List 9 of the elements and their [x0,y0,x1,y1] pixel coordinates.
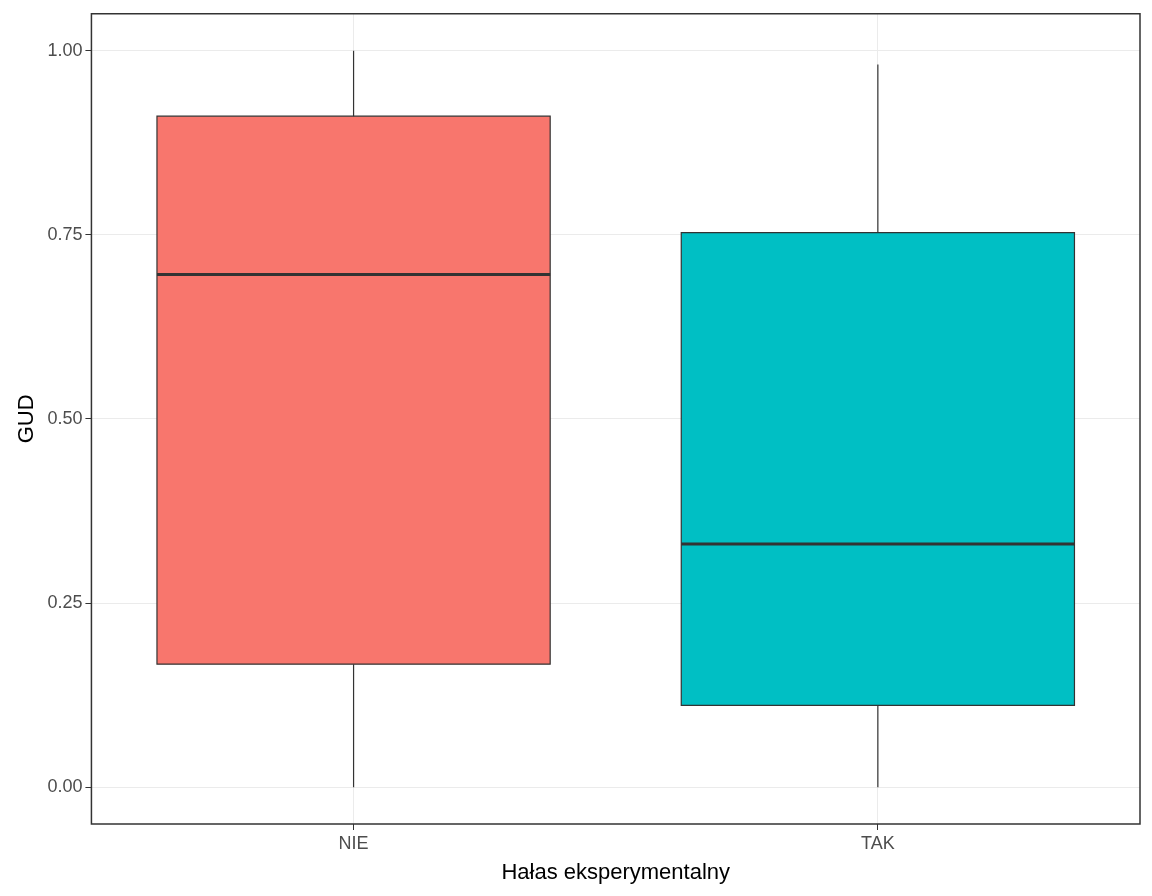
y-tick-label: 1.00 [47,39,83,60]
x-tick-label: TAK [861,832,895,853]
x-axis-title: Hałas eksperymentalny [501,858,731,884]
y-tick-label: 0.25 [47,592,83,613]
y-axis-title: GUD [13,394,39,444]
x-tick-label: NIE [338,832,369,853]
y-tick-label: 0.75 [47,223,83,244]
y-tick-label: 0.50 [47,407,83,428]
y-tick-label: 0.00 [47,776,83,797]
